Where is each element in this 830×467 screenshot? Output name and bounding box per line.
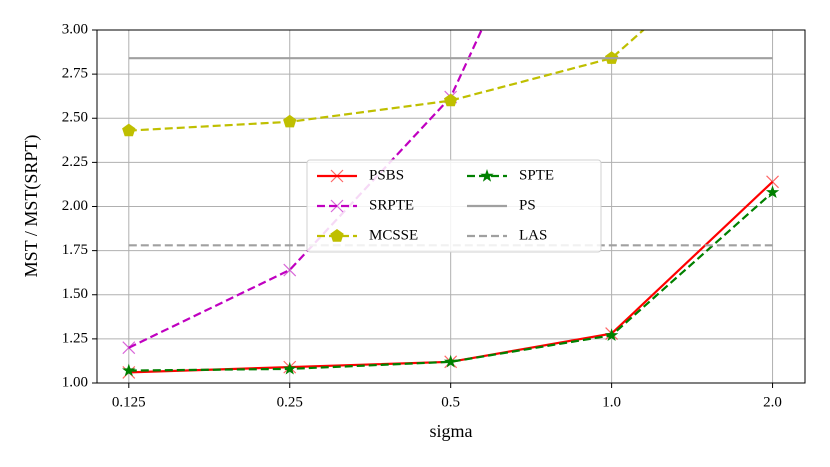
x-tick-label: 0.125 <box>112 394 146 410</box>
y-tick-label: 2.25 <box>62 154 88 170</box>
y-tick-label: 1.25 <box>62 330 88 346</box>
marker <box>283 361 297 375</box>
y-tick-label: 1.50 <box>62 286 88 302</box>
x-axis-label: sigma <box>430 421 473 441</box>
legend-label: MCSSE <box>369 227 418 243</box>
marker <box>122 363 136 377</box>
legend-label: SPTE <box>519 167 554 183</box>
marker <box>330 229 344 242</box>
x-tick-label: 2.0 <box>763 394 782 410</box>
marker <box>283 114 297 128</box>
marker <box>765 185 780 198</box>
marker <box>122 123 136 137</box>
marker <box>444 354 458 368</box>
marker <box>766 175 779 189</box>
y-tick-label: 2.75 <box>62 66 88 82</box>
marker <box>605 328 619 341</box>
series-line <box>128 191 774 372</box>
series-line <box>128 30 483 349</box>
legend-label: SRPTE <box>369 197 414 213</box>
y-tick-label: 2.50 <box>62 110 88 126</box>
marker <box>480 169 494 182</box>
marker <box>444 93 458 107</box>
y-tick-label: 1.75 <box>62 242 88 258</box>
marker <box>122 341 136 355</box>
x-tick-label: 0.25 <box>277 394 303 410</box>
legend-box <box>306 159 602 253</box>
legend-label: PSBS <box>369 167 404 183</box>
marker <box>330 199 344 213</box>
x-tick-label: 1.0 <box>602 394 621 410</box>
x-tick-label: 0.5 <box>441 394 460 410</box>
y-tick-label: 1.00 <box>62 374 88 390</box>
y-tick-label: 2.00 <box>62 198 88 214</box>
marker <box>283 263 297 277</box>
y-tick-label: 3.00 <box>62 21 88 37</box>
marker <box>330 169 344 183</box>
legend-label: PS <box>519 197 536 213</box>
legend-label: LAS <box>519 227 547 243</box>
y-axis-label: MST / MST(SRPT) <box>21 135 42 278</box>
